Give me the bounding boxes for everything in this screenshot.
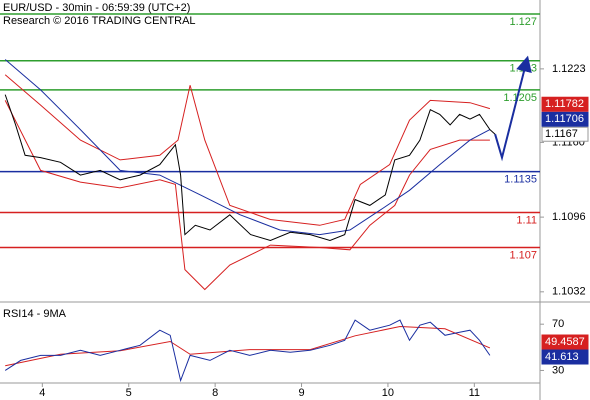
x-tick-label: 5 [126, 387, 132, 399]
x-tick-label: 4 [39, 387, 45, 399]
price-label-box [541, 96, 589, 112]
price-label-box [541, 111, 589, 127]
level-label: 1.1135 [504, 174, 537, 186]
price-label: 1.11782 [545, 98, 584, 110]
price-label-box [541, 126, 589, 142]
series-line [4, 74, 491, 226]
x-tick-label: 10 [382, 387, 394, 399]
price-label-box [541, 349, 589, 365]
y-tick-label: 70 [552, 318, 564, 330]
series-line [5, 325, 491, 367]
price-label: 1.11706 [545, 113, 584, 125]
level-label: 1.107 [509, 249, 537, 261]
y-tick-label: 1.1096 [552, 211, 586, 223]
x-tick-label: 9 [298, 387, 304, 399]
price-label: 1.1167 [545, 128, 578, 140]
y-tick-label: 1.1223 [552, 63, 586, 75]
series-line [4, 59, 491, 236]
series-line [4, 94, 496, 242]
y-tick-label: 1.1032 [552, 286, 586, 298]
x-tick-label: 11 [469, 387, 480, 399]
chart-subtitle: Research © 2016 TRADING CENTRAL [3, 15, 196, 27]
price-label: 41.613 [545, 351, 579, 363]
chart-title: EUR/USD - 30min - 06:59:39 (UTC+2) [3, 2, 190, 14]
level-label: 1.127 [509, 16, 537, 28]
series-line [4, 319, 491, 383]
series-line [4, 100, 490, 291]
price-panel: 1.12231.11601.10961.10321.1271.1231.1205… [0, 13, 589, 298]
y-tick-label: 30 [552, 364, 564, 376]
forecast-arrow [494, 55, 532, 162]
rsi-title: RSI14 - 9MA [3, 308, 67, 320]
level-label: 1.1205 [503, 92, 537, 104]
price-label-box [541, 334, 589, 350]
price-label: 49.4587 [545, 336, 585, 348]
level-label: 1.11 [516, 214, 537, 226]
x-tick-label: 8 [212, 387, 218, 399]
